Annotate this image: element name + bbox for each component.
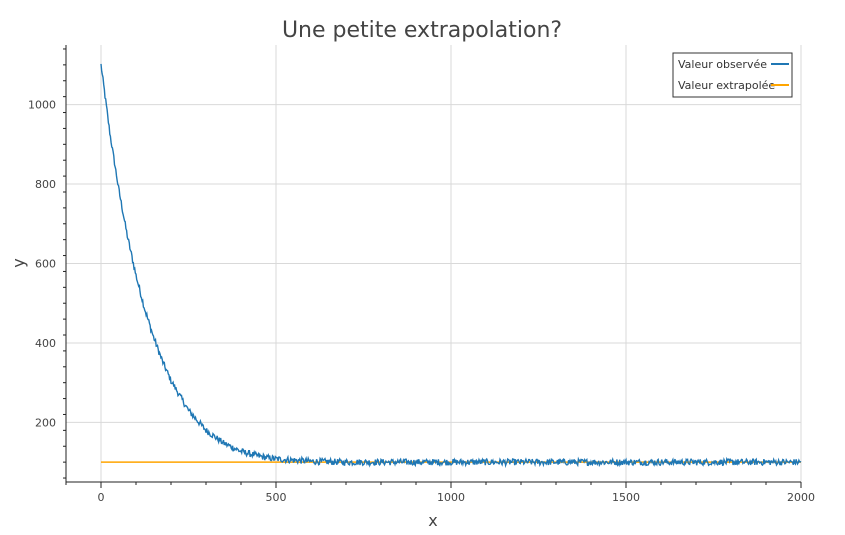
x-tick-label: 1000 xyxy=(437,491,465,504)
y-tick-label: 600 xyxy=(35,258,56,271)
y-tick-label: 400 xyxy=(35,337,56,350)
series-line-0 xyxy=(100,63,802,469)
legend-entry-label: Valeur observée xyxy=(678,58,767,71)
y-tick-label: 1000 xyxy=(28,99,56,112)
x-axis-label: x xyxy=(428,511,437,530)
x-tick-label: 500 xyxy=(266,491,287,504)
x-tick-label: 2000 xyxy=(787,491,815,504)
ticks: 0 500 1000 1500 2000 200 400 600 800 1000 xyxy=(28,48,815,504)
legend-entry-label: Valeur extrapolée xyxy=(678,79,775,92)
axes xyxy=(65,45,801,483)
legend-box xyxy=(672,52,793,98)
x-tick-label: 0 xyxy=(98,491,105,504)
y-tick-label: 200 xyxy=(35,416,56,429)
series-layer xyxy=(100,63,802,469)
grid xyxy=(66,45,802,482)
y-axis-label: y xyxy=(9,258,28,267)
chart-title: Une petite extrapolation? xyxy=(282,18,562,43)
x-tick-label: 1500 xyxy=(612,491,640,504)
y-tick-label: 800 xyxy=(35,178,56,191)
legend: Valeur observée Valeur extrapolée xyxy=(672,52,793,98)
